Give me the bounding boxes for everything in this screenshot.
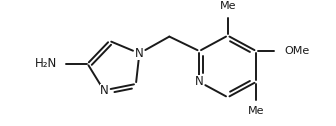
Text: H₂N: H₂N: [35, 57, 57, 70]
Text: Me: Me: [248, 106, 264, 116]
Text: N: N: [195, 75, 204, 88]
Text: OMe: OMe: [284, 46, 309, 56]
Text: N: N: [99, 84, 108, 97]
Text: Me: Me: [219, 1, 236, 11]
Text: N: N: [135, 47, 144, 60]
